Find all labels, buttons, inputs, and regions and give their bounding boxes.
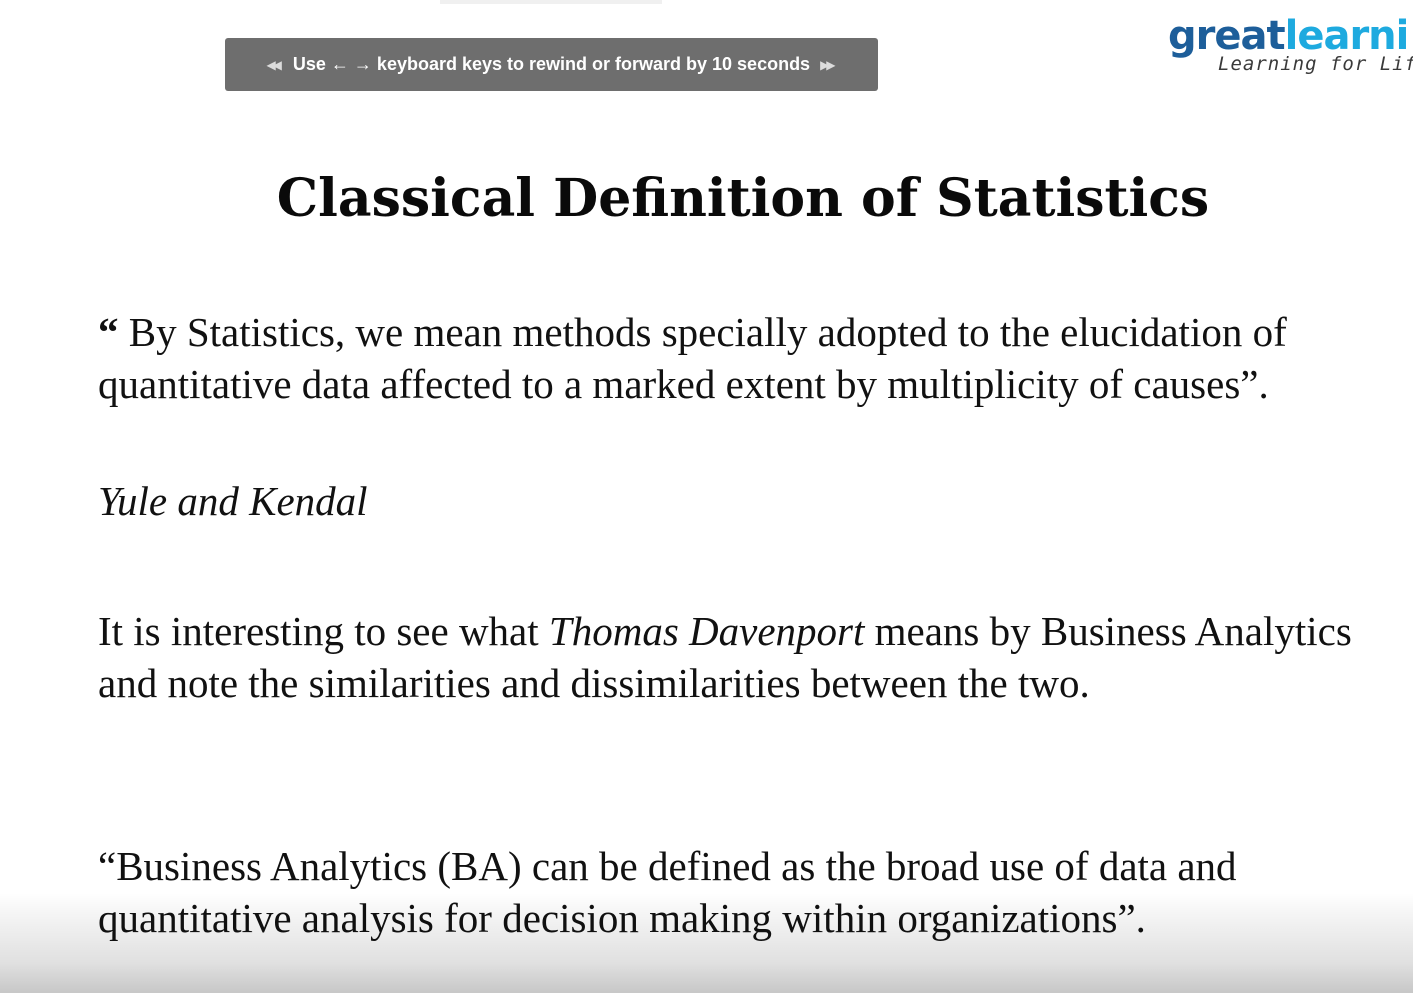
- fast-forward-icon: ▶▶: [820, 57, 836, 72]
- slide-title: Classical Definition of Statistics: [276, 168, 1210, 229]
- author-name: Thomas Davenport: [548, 608, 865, 654]
- logo-wordmark: greatlearni: [1168, 10, 1410, 62]
- quote1-text: By Statistics, we mean methods specially…: [98, 309, 1287, 407]
- keyboard-hint-banner: ◀◀ Use ← → keyboard keys to rewind or fo…: [225, 38, 878, 91]
- quote-attribution: Yule and Kendal: [98, 478, 368, 524]
- para2-text-start: It is interesting to see what: [98, 608, 549, 654]
- statistics-definition-quote: “ By Statistics, we mean methods special…: [98, 306, 1338, 410]
- greatlearning-logo: greatlearni Learning for Lif: [1168, 10, 1413, 80]
- davenport-intro-paragraph: It is interesting to see what Thomas Dav…: [98, 605, 1368, 709]
- opening-quote-mark: “: [98, 309, 119, 355]
- para2-text-end: means by Business Analytics and note the…: [98, 608, 1352, 706]
- logo-word-great: great: [1168, 13, 1286, 59]
- logo-word-learning: learni: [1284, 13, 1410, 59]
- logo-tagline: Learning for Lif: [1218, 53, 1413, 75]
- keyboard-hint-text: Use ← → keyboard keys to rewind or forwa…: [292, 54, 811, 74]
- business-analytics-definition-quote: “Business Analytics (BA) can be defined …: [98, 843, 1237, 941]
- rewind-icon: ◀◀: [266, 57, 282, 72]
- top-edge-sliver: [440, 0, 662, 4]
